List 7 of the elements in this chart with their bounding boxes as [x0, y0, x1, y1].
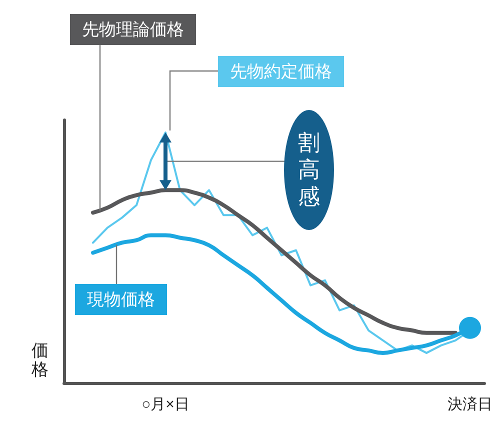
y-axis-title: 価格: [30, 341, 50, 380]
annotation: 割高感: [297, 130, 321, 211]
text: 現物価格: [75, 284, 167, 315]
text: 先物約定価格: [218, 56, 344, 87]
x-tick-label: 決済日: [448, 396, 492, 413]
x-tick-label: ○月×日: [142, 396, 190, 413]
text: 先物理論価格: [70, 14, 196, 45]
